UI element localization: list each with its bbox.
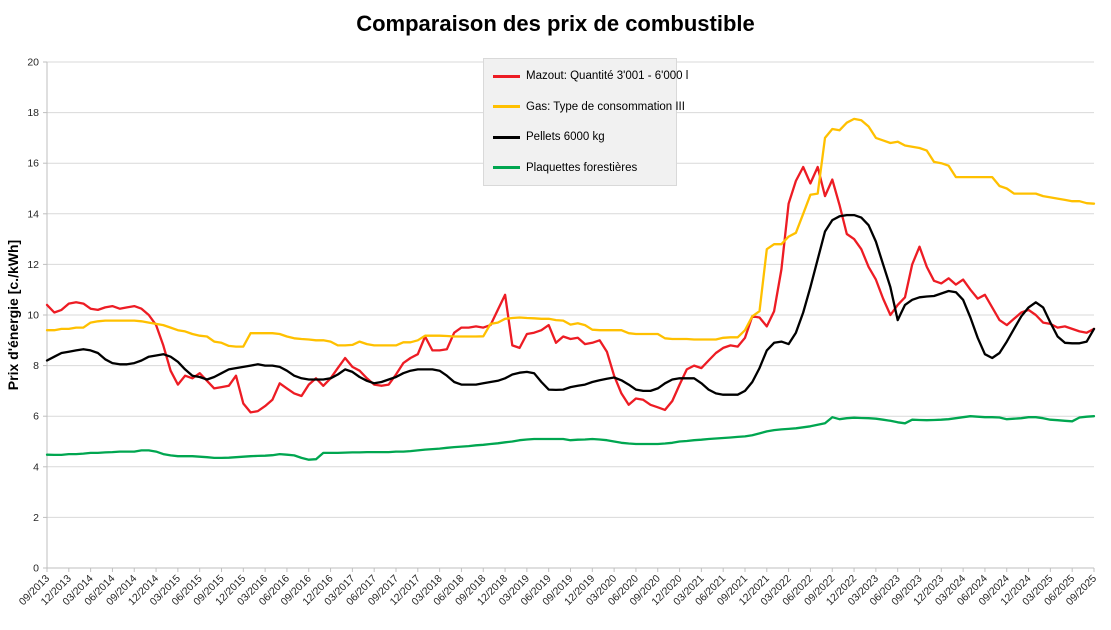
svg-text:20: 20: [27, 57, 39, 69]
svg-text:16: 16: [27, 158, 39, 170]
legend-item-gas: Gas: Type de consommation III: [484, 93, 685, 121]
y-axis-tick-labels: 0 2 4 6 8 10 12 14 16 18 20: [27, 57, 47, 575]
legend-item-label: Pellets 6000 kg: [526, 131, 605, 144]
svg-text:12: 12: [27, 259, 39, 271]
svg-text:14: 14: [27, 208, 39, 220]
legend-item-mazout: Mazout: Quantité 3'001 - 6'000 l: [484, 62, 688, 90]
series-lines: [45, 117, 1096, 461]
svg-text:6: 6: [33, 411, 39, 423]
legend-line-swatch-plaquettes-icon: [493, 166, 520, 170]
legend-line-swatch-pellets-icon: [493, 135, 520, 139]
x-axis-tick-labels: 09/201312/201303/201406/201409/201412/20…: [17, 568, 1099, 608]
legend-item-label: Mazout: Quantité 3'001 - 6'000 l: [526, 70, 689, 83]
svg-text:0: 0: [33, 563, 39, 575]
svg-text:8: 8: [33, 360, 39, 372]
series-line-gas: [45, 117, 1096, 348]
legend-line-swatch-mazout-icon: [493, 74, 520, 78]
legend-item-plaquettes: Plaquettes forestières: [484, 154, 676, 182]
y-axis-title: Prix d'énergie [c./kWh]: [5, 239, 21, 391]
svg-text:10: 10: [27, 310, 39, 322]
svg-text:2: 2: [33, 512, 39, 524]
svg-text:18: 18: [27, 107, 39, 119]
legend-line-swatch-gas-icon: [493, 105, 520, 109]
series-line-mazout: [45, 165, 1096, 414]
legend-item-pellets: Pellets 6000 kg: [484, 123, 676, 151]
legend-item-label: Gas: Type de consommation III: [526, 100, 685, 113]
chart-legend: Mazout: Quantité 3'001 - 6'000 l Gas: Ty…: [483, 58, 688, 186]
series-line-plaquettes: [45, 415, 1096, 461]
series-line-pellets: [45, 213, 1096, 396]
svg-text:4: 4: [33, 461, 39, 473]
chart-title: Comparaison des prix de combustible: [356, 11, 755, 36]
legend-item-label: Plaquettes forestières: [526, 161, 638, 174]
